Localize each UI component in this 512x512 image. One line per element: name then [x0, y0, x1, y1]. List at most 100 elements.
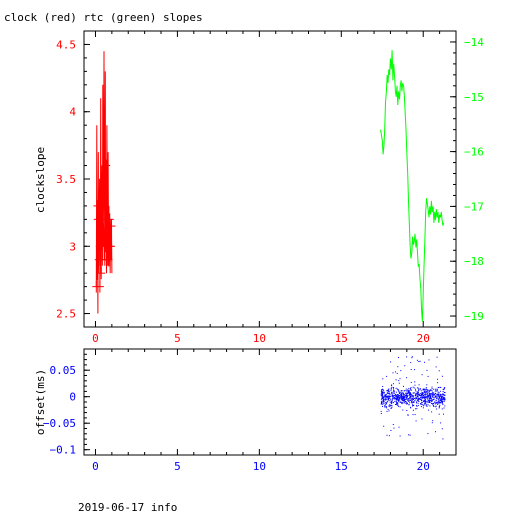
- offset-point: [422, 407, 424, 409]
- offset-point: [405, 392, 407, 394]
- offset-point: [389, 396, 391, 398]
- offset-point: [437, 399, 439, 401]
- offset-point: [437, 378, 438, 380]
- offset-axis: −0.1 −0.05 0 0.05: [43, 348, 90, 457]
- offset-point: [384, 395, 386, 397]
- offset-point: [413, 392, 415, 394]
- y2-tick-label: −19: [464, 310, 484, 323]
- offset-point: [407, 398, 409, 400]
- offset-point: [389, 398, 391, 400]
- offset-point: [442, 403, 444, 405]
- offset-point: [387, 393, 389, 395]
- offset-point: [434, 397, 436, 399]
- slopes-x-axis: 0 5 10 15 20: [92, 31, 441, 345]
- y2-tick-label: −18: [464, 255, 484, 268]
- offset-x-axis: 0 5 10 15 20: [92, 349, 441, 473]
- offset-point: [381, 389, 383, 391]
- offset-point: [436, 388, 438, 390]
- offset-point: [423, 394, 425, 396]
- offset-point: [388, 391, 390, 393]
- offset-point: [432, 395, 434, 397]
- offset-point: [440, 397, 442, 398]
- offset-point: [405, 388, 407, 390]
- offset-point: [424, 391, 426, 393]
- offset-point: [410, 393, 412, 395]
- offset-point: [417, 402, 419, 404]
- offset-point: [429, 390, 431, 392]
- offset-point: [441, 398, 442, 400]
- offset-point: [408, 398, 410, 400]
- offset-point: [413, 405, 415, 406]
- offset-point: [382, 393, 384, 395]
- offset-point: [383, 400, 384, 402]
- slopes-plot-frame: [83, 30, 457, 328]
- offset-point: [423, 395, 425, 397]
- offset-point: [407, 391, 409, 393]
- offset-point: [401, 397, 403, 399]
- offset-point: [400, 370, 402, 372]
- offset-point: [410, 381, 412, 383]
- offset-point: [421, 392, 423, 393]
- offset-point: [415, 399, 417, 401]
- offset-point: [417, 400, 419, 402]
- offset-point: [389, 395, 391, 397]
- offset-point: [387, 397, 389, 399]
- offset-point: [435, 403, 437, 404]
- offset-point: [438, 405, 440, 407]
- offset-point: [386, 402, 387, 404]
- offset-point: [441, 408, 443, 410]
- offset-point: [433, 397, 435, 399]
- offset-point: [444, 394, 446, 396]
- offset-point: [421, 399, 423, 401]
- offset-point: [392, 424, 394, 425]
- offset-point: [427, 394, 429, 396]
- offset-point: [397, 394, 399, 396]
- offset-point: [391, 395, 393, 397]
- offset-point: [403, 397, 405, 399]
- offset-point: [428, 394, 430, 396]
- offset-point: [397, 403, 399, 405]
- offset-point: [443, 397, 445, 399]
- offset-point: [434, 390, 436, 392]
- offset-point: [442, 393, 444, 395]
- offset-point: [397, 366, 399, 368]
- offset-point: [407, 414, 409, 416]
- offset-point: [415, 397, 417, 399]
- offset-point: [415, 420, 417, 422]
- offset-point: [426, 369, 428, 371]
- offset-point: [439, 398, 441, 400]
- offset-point: [399, 396, 401, 398]
- offset-point: [436, 408, 438, 410]
- offset-point: [421, 418, 423, 420]
- offset-point: [437, 403, 439, 405]
- offset-point: [402, 400, 404, 402]
- offset-point: [418, 361, 420, 362]
- offset-point: [386, 410, 388, 412]
- offset-point: [392, 372, 394, 374]
- offset-point: [382, 399, 384, 401]
- offset-point: [422, 400, 424, 402]
- offset-point: [434, 394, 436, 396]
- offset-point: [416, 359, 418, 361]
- offset-point: [420, 403, 422, 405]
- offset-point: [423, 401, 425, 403]
- offset-point: [434, 401, 436, 403]
- offset-point: [423, 400, 425, 402]
- offset-point: [421, 396, 423, 398]
- date-footer: 2019-06-17 info: [78, 501, 177, 512]
- offset-point: [427, 395, 429, 397]
- offset-point: [410, 387, 412, 389]
- offset-point: [416, 396, 418, 398]
- offset-point: [386, 434, 388, 436]
- offset-point: [401, 392, 403, 394]
- offset-point: [435, 431, 436, 433]
- offset-point: [435, 401, 437, 403]
- offset-point: [412, 392, 414, 394]
- offset-point: [381, 392, 383, 393]
- offset-point: [440, 396, 442, 398]
- offset-point: [392, 396, 394, 398]
- offset-point: [434, 402, 436, 403]
- offset-point: [403, 401, 405, 403]
- offset-point: [441, 393, 443, 395]
- offset-point: [428, 391, 430, 393]
